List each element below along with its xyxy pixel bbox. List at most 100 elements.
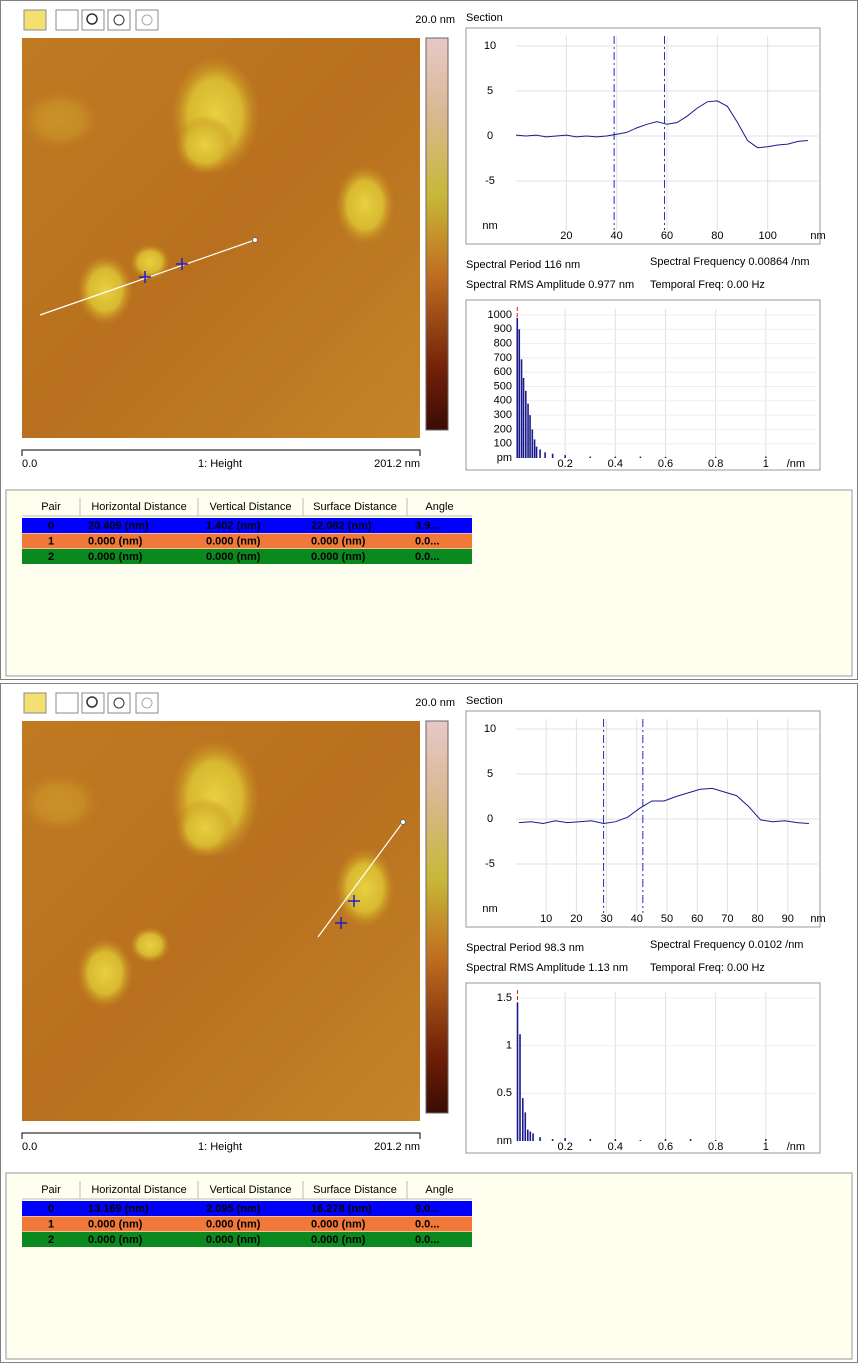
spectrum-bar xyxy=(544,452,546,458)
spectrum-bar xyxy=(665,1139,667,1141)
profile-end xyxy=(253,238,258,243)
table-area xyxy=(6,490,852,676)
section-title: Section xyxy=(466,12,503,24)
y-tick-label: 400 xyxy=(494,395,512,407)
spectrum-bar xyxy=(518,329,520,458)
scale-end: 201.2 nm xyxy=(374,458,420,470)
tool-button[interactable] xyxy=(24,10,46,30)
y-tick-label: 200 xyxy=(494,423,512,435)
spectrum-bar xyxy=(640,457,642,458)
table-cell: 0 xyxy=(48,1203,54,1215)
x-tick-label: 0.8 xyxy=(708,458,723,470)
spectrum-bar xyxy=(521,359,523,458)
column-header: Surface Distance xyxy=(313,501,397,513)
column-header: Surface Distance xyxy=(313,1184,397,1196)
y-tick-label: 900 xyxy=(494,323,512,335)
column-header: Vertical Distance xyxy=(210,501,292,513)
channel-label: 1: Height xyxy=(198,1141,242,1153)
scale-start: 0.0 xyxy=(22,458,37,470)
table-cell: 2 xyxy=(48,1234,54,1246)
distance-table: PairHorizontal DistanceVertical Distance… xyxy=(6,1173,852,1359)
column-header: Horizontal Distance xyxy=(91,1184,186,1196)
surface-feature xyxy=(20,773,100,833)
table-cell: 20.409 (nm) xyxy=(88,520,149,532)
scale-start: 0.0 xyxy=(22,1141,37,1153)
surface-feature xyxy=(77,938,133,1008)
temporal-frequency: Temporal Freq: 0.00 Hz xyxy=(650,962,765,974)
tool-button[interactable] xyxy=(56,10,78,30)
spectrum-bar xyxy=(640,1140,642,1141)
spectrum-bar xyxy=(529,415,531,458)
spectrum-bar xyxy=(519,1034,521,1141)
table-cell: 0.000 (nm) xyxy=(88,535,143,547)
surface-feature xyxy=(77,255,133,325)
spectral-frequency: Spectral Frequency 0.00864 /nm xyxy=(650,256,810,268)
y-tick-label: 10 xyxy=(484,40,496,52)
table-cell: 0.000 (nm) xyxy=(206,551,261,563)
x-tick-label: 80 xyxy=(751,913,763,925)
y-tick-label: 1 xyxy=(506,1040,512,1052)
table-cell: 0.000 (nm) xyxy=(88,1218,143,1230)
tool-button[interactable] xyxy=(136,10,158,30)
y-tick-label: 800 xyxy=(494,338,512,350)
y-tick-label: 10 xyxy=(484,723,496,735)
spectrum-bar xyxy=(589,1139,591,1141)
tool-button[interactable] xyxy=(24,693,46,713)
tool-button[interactable] xyxy=(136,693,158,713)
x-tick-label: 60 xyxy=(691,913,703,925)
spectrum-bar xyxy=(564,1138,566,1141)
surface-feature xyxy=(335,165,395,245)
channel-label: 1: Height xyxy=(198,458,242,470)
x-tick-label: 0.4 xyxy=(608,1141,623,1153)
table-cell: 1.402 (nm) xyxy=(206,520,261,532)
x-tick-label: 90 xyxy=(782,913,794,925)
spectrum-bar xyxy=(615,1139,617,1141)
toolbar xyxy=(24,693,158,713)
section-title: Section xyxy=(466,695,503,707)
spectrum-bar xyxy=(552,454,554,458)
y-tick-label: 1.5 xyxy=(497,992,512,1004)
spectrum-bar xyxy=(527,404,529,458)
x-tick-label: 50 xyxy=(661,913,673,925)
tool-button[interactable] xyxy=(82,693,104,713)
y-tick-label: -5 xyxy=(485,858,495,870)
spectrum-bar xyxy=(530,1131,532,1141)
afm-analysis-window: 2 0.0 nm 0.0 1: Height 201.2 nm Section 20 40 60… xyxy=(0,0,858,1363)
table-cell: 0.000 (nm) xyxy=(206,535,261,547)
spectrum-bar xyxy=(522,1098,524,1141)
y-tick-label: 600 xyxy=(494,366,512,378)
y-tick-label: 700 xyxy=(494,352,512,364)
spectrum-bar xyxy=(536,447,538,458)
spectral-period: Spectral Period 98.3 nm xyxy=(466,942,584,954)
table-cell: 0.000 (nm) xyxy=(88,551,143,563)
x-tick-label: 20 xyxy=(570,913,582,925)
table-cell: 0.0... xyxy=(415,1218,439,1230)
spectrum-bar xyxy=(615,457,617,458)
table-cell: 0.000 (nm) xyxy=(311,551,366,563)
spectrum-bar xyxy=(564,455,566,458)
x-tick-label: 80 xyxy=(711,230,723,242)
table-cell: 0.0... xyxy=(415,1234,439,1246)
y-tick-label: nm xyxy=(482,220,497,232)
spectrum-bar xyxy=(589,457,591,458)
tool-button[interactable] xyxy=(56,693,78,713)
y-tick-label: nm xyxy=(497,1135,512,1147)
table-cell: 2.095 (nm) xyxy=(206,1203,261,1215)
y-tick-label: 5 xyxy=(487,85,493,97)
x-tick-label: /nm xyxy=(787,458,805,470)
x-tick-label: /nm xyxy=(787,1141,805,1153)
spectrum-bar xyxy=(765,457,767,458)
x-tick-label: 0.6 xyxy=(658,458,673,470)
x-tick-label: 0.2 xyxy=(558,458,573,470)
x-tick-label: 40 xyxy=(631,913,643,925)
surface-feature xyxy=(175,798,235,858)
y-tick-label: 500 xyxy=(494,380,512,392)
spectrum-bar xyxy=(690,1139,692,1141)
tool-button[interactable] xyxy=(108,693,130,713)
color-bar xyxy=(426,38,448,430)
distance-table: PairHorizontal DistanceVertical Distance… xyxy=(6,490,852,676)
tool-button[interactable] xyxy=(108,10,130,30)
tool-button[interactable] xyxy=(82,10,104,30)
spectral-rms: Spectral RMS Amplitude 1.13 nm xyxy=(466,962,628,974)
toolbar xyxy=(24,10,158,30)
